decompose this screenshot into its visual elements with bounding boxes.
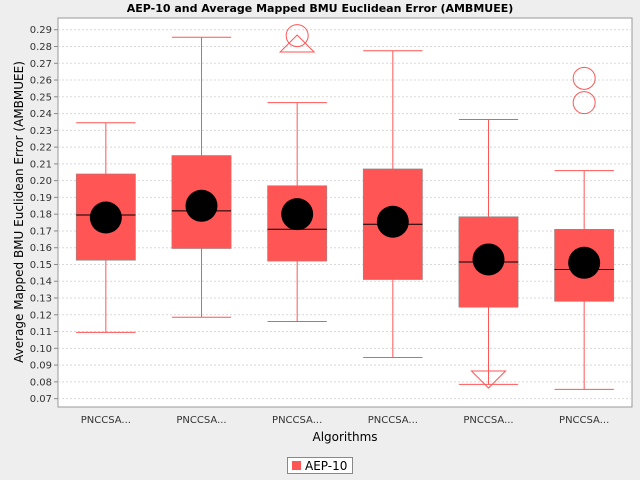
y-tick-label: 0.10 bbox=[30, 344, 52, 355]
outlier-marker bbox=[285, 24, 309, 48]
box-group bbox=[362, 50, 423, 359]
y-tick-label: 0.18 bbox=[30, 210, 52, 221]
y-tick-label: 0.28 bbox=[30, 42, 52, 53]
y-tick-label: 0.26 bbox=[30, 76, 52, 87]
outlier-marker bbox=[572, 66, 596, 90]
legend: AEP-10 bbox=[287, 457, 354, 474]
y-axis-label: Average Mapped BMU Euclidean Error (AMBM… bbox=[12, 61, 26, 363]
y-tick-label: 0.13 bbox=[30, 294, 52, 305]
y-axis: 0.07 0.08 0.09 0.10 0.11 0.12 0.13 0.14 0.15 0.16… bbox=[30, 25, 58, 405]
x-tick-label: PNCCSA... bbox=[463, 415, 513, 426]
y-tick-label: 0.11 bbox=[30, 327, 52, 338]
boxes bbox=[75, 24, 615, 390]
y-tick-label: 0.09 bbox=[30, 361, 52, 372]
y-tick-label: 0.25 bbox=[30, 92, 52, 103]
y-tick-label: 0.07 bbox=[30, 394, 52, 405]
y-tick-label: 0.08 bbox=[30, 377, 52, 388]
y-tick-label: 0.21 bbox=[30, 159, 52, 170]
y-tick-label: 0.16 bbox=[30, 243, 52, 254]
y-tick-label: 0.23 bbox=[30, 126, 52, 137]
y-tick-label: 0.29 bbox=[30, 25, 52, 36]
far-out-high-marker bbox=[278, 34, 316, 53]
x-axis: PNCCSA... PNCCSA... PNCCSA... PNCCSA... PNCC… bbox=[81, 415, 610, 426]
y-tick-label: 0.22 bbox=[30, 143, 52, 154]
mean-marker bbox=[568, 246, 601, 279]
far-out-low-marker bbox=[470, 370, 507, 389]
y-tick-label: 0.14 bbox=[30, 277, 52, 288]
box-group bbox=[171, 36, 232, 318]
mean-marker bbox=[185, 189, 218, 222]
y-tick-label: 0.27 bbox=[30, 59, 52, 70]
outlier-marker bbox=[572, 91, 596, 115]
x-tick-label: PNCCSA... bbox=[272, 415, 322, 426]
plot-background bbox=[57, 17, 633, 408]
legend-label: AEP-10 bbox=[305, 458, 348, 473]
x-tick-label: PNCCSA... bbox=[81, 415, 131, 426]
chart-title: AEP-10 and Average Mapped BMU Euclidean … bbox=[126, 2, 514, 15]
y-tick-label: 0.24 bbox=[30, 109, 52, 120]
y-tick-label: 0.19 bbox=[30, 193, 52, 204]
y-tick-label: 0.17 bbox=[30, 226, 52, 237]
x-tick-label: PNCCSA... bbox=[368, 415, 418, 426]
mean-marker bbox=[472, 243, 505, 276]
mean-marker bbox=[281, 198, 314, 231]
y-tick-label: 0.20 bbox=[30, 176, 52, 187]
box-group bbox=[75, 122, 136, 333]
mean-marker bbox=[376, 205, 409, 238]
legend-swatch bbox=[292, 461, 301, 470]
box-group bbox=[554, 66, 615, 390]
box-group bbox=[267, 24, 328, 322]
y-tick-label: 0.12 bbox=[30, 310, 52, 321]
x-tick-label: PNCCSA... bbox=[559, 415, 609, 426]
box-group bbox=[458, 118, 519, 389]
x-axis-label: Algorithms bbox=[312, 430, 377, 444]
x-tick-label: PNCCSA... bbox=[176, 415, 226, 426]
mean-marker bbox=[89, 201, 122, 234]
y-tick-label: 0.15 bbox=[30, 260, 52, 271]
